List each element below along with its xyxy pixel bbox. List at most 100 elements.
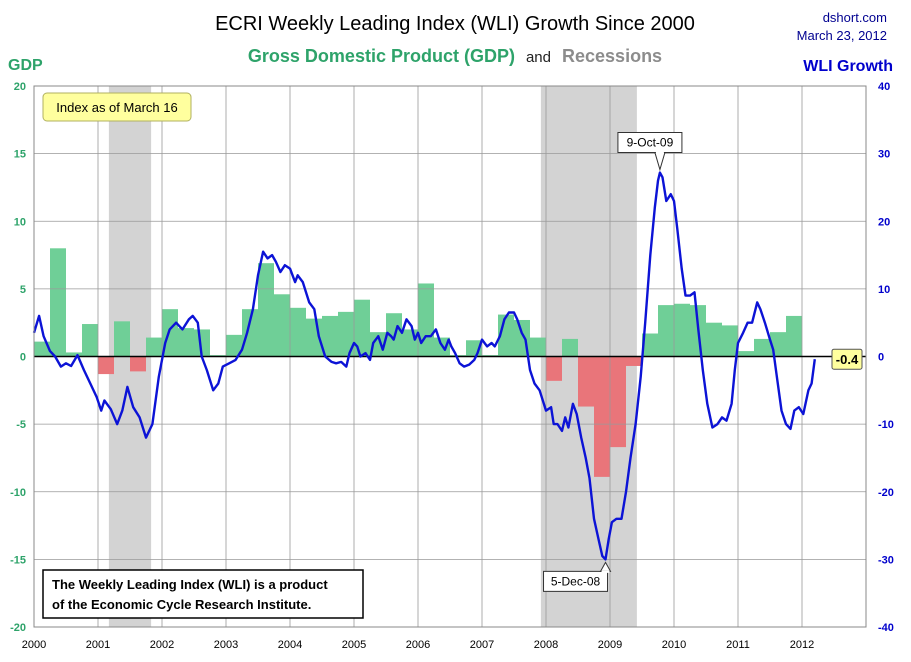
wli-line-group <box>32 171 816 561</box>
x-tick-label: 2010 <box>662 639 686 651</box>
left-axis-label: GDP <box>8 57 43 74</box>
gdp-bar <box>594 356 610 477</box>
source-note-box: The Weekly Leading Index (WLI) is a prod… <box>42 569 364 619</box>
date-label: March 23, 2012 <box>797 28 887 43</box>
gdp-bar <box>578 356 594 407</box>
right-tick-label: 40 <box>878 81 890 93</box>
index-note-text: Index as of March 16 <box>56 100 177 115</box>
left-tick-label: 20 <box>14 81 26 93</box>
left-tick-label: -15 <box>10 554 26 566</box>
gdp-bar <box>178 328 194 357</box>
right-tick-label: 10 <box>878 284 890 296</box>
left-tick-label: -20 <box>10 622 26 634</box>
gdp-bar <box>338 311 354 357</box>
gdp-bar <box>402 329 418 357</box>
annotation-pointer-join <box>601 570 610 573</box>
gdp-bar <box>50 248 66 357</box>
gdp-bar <box>258 263 274 357</box>
gdp-bar <box>706 322 722 357</box>
gdp-bar <box>194 329 210 357</box>
gdp-bar <box>130 356 146 372</box>
left-axis-ticks: 20 15 10 5 0 -5 -10 -15 -20 <box>10 81 26 634</box>
annotation-pointer-join <box>655 151 664 154</box>
left-tick-label: 10 <box>14 216 26 228</box>
gdp-bar <box>98 356 114 375</box>
chart-title: ECRI Weekly Leading Index (WLI) Growth S… <box>215 13 695 35</box>
gdp-bar <box>786 315 802 357</box>
gdp-bar <box>418 283 434 357</box>
right-tick-label: -20 <box>878 487 894 499</box>
x-tick-label: 2000 <box>22 639 46 651</box>
gdp-bar <box>610 356 626 448</box>
annotation-text: 9-Oct-09 <box>627 136 674 150</box>
right-tick-label: -40 <box>878 622 894 634</box>
gdp-bar <box>146 337 162 357</box>
gdp-bar <box>290 307 306 357</box>
x-axis-ticks: 2000 2001 2002 2003 2004 2005 2006 2007 2008 2009… <box>22 639 814 651</box>
last-value-callout: -0.4 <box>831 348 863 370</box>
gdp-bar <box>642 333 658 357</box>
x-tick-label: 2005 <box>342 639 366 651</box>
right-tick-label: -30 <box>878 554 894 566</box>
right-tick-label: 20 <box>878 216 890 228</box>
annotations: 9-Oct-09 5-Dec-08 <box>543 132 683 592</box>
gdp-bar <box>674 303 690 357</box>
last-value-text: -0.4 <box>836 352 859 367</box>
gdp-bar <box>562 338 578 357</box>
x-tick-label: 2007 <box>470 639 494 651</box>
x-tick-label: 2002 <box>150 639 174 651</box>
annotation-callout: 9-Oct-09 <box>617 132 683 172</box>
source-label: dshort.com <box>823 10 887 25</box>
subtitle-recessions: Recessions <box>562 46 662 66</box>
index-note-box: Index as of March 16 <box>42 92 192 122</box>
gdp-bar <box>114 321 130 357</box>
annotation-text: 5-Dec-08 <box>551 574 601 588</box>
right-axis-ticks: 40 30 20 10 0 -10 -20 -30 -40 <box>878 81 894 634</box>
x-tick-label: 2009 <box>598 639 622 651</box>
chart-subtitle: Gross Domestic Product (GDP) and Recessi… <box>248 46 662 66</box>
x-tick-label: 2008 <box>534 639 558 651</box>
left-tick-label: -5 <box>16 419 26 431</box>
annotation-box <box>543 570 609 592</box>
left-tick-label: 5 <box>20 284 26 296</box>
wli-line <box>32 171 816 561</box>
x-tick-label: 2004 <box>278 639 302 651</box>
gdp-bar <box>242 309 258 357</box>
subtitle-gdp: Gross Domestic Product (GDP) <box>248 46 515 66</box>
annotation-pointer <box>654 152 666 172</box>
plot-frame <box>33 85 867 628</box>
left-tick-label: -10 <box>10 487 26 499</box>
x-tick-label: 2001 <box>86 639 110 651</box>
x-tick-label: 2006 <box>406 639 430 651</box>
gdp-bars <box>34 248 802 477</box>
right-tick-label: 30 <box>878 149 890 161</box>
gdp-bar <box>354 299 370 357</box>
gdp-bar <box>530 337 546 357</box>
annotation-callout: 5-Dec-08 <box>543 561 612 592</box>
gdp-bar <box>82 324 98 357</box>
gdp-bar <box>34 341 50 357</box>
gdp-bar <box>274 294 290 357</box>
gdp-bar <box>546 356 562 381</box>
x-tick-label: 2011 <box>726 639 750 651</box>
gdp-bar <box>754 338 770 357</box>
right-tick-label: 0 <box>878 352 884 364</box>
left-tick-label: 0 <box>20 352 26 364</box>
gdp-bar <box>658 305 674 357</box>
gdp-bar <box>226 334 242 357</box>
left-tick-label: 15 <box>14 149 26 161</box>
x-tick-label: 2003 <box>214 639 238 651</box>
subtitle-and: and <box>526 49 551 66</box>
gdp-bar <box>322 315 338 357</box>
gdp-bar <box>722 325 738 357</box>
gdp-bar <box>626 356 642 366</box>
gdp-bar <box>738 351 754 357</box>
source-note-line2: of the Economic Cycle Research Institute… <box>52 597 311 612</box>
right-tick-label: -10 <box>878 419 894 431</box>
gdp-bar <box>66 352 82 357</box>
right-axis-label: WLI Growth <box>803 58 893 75</box>
x-tick-label: 2012 <box>790 639 814 651</box>
annotation-box <box>617 132 683 154</box>
source-note-line1: The Weekly Leading Index (WLI) is a prod… <box>52 577 328 592</box>
